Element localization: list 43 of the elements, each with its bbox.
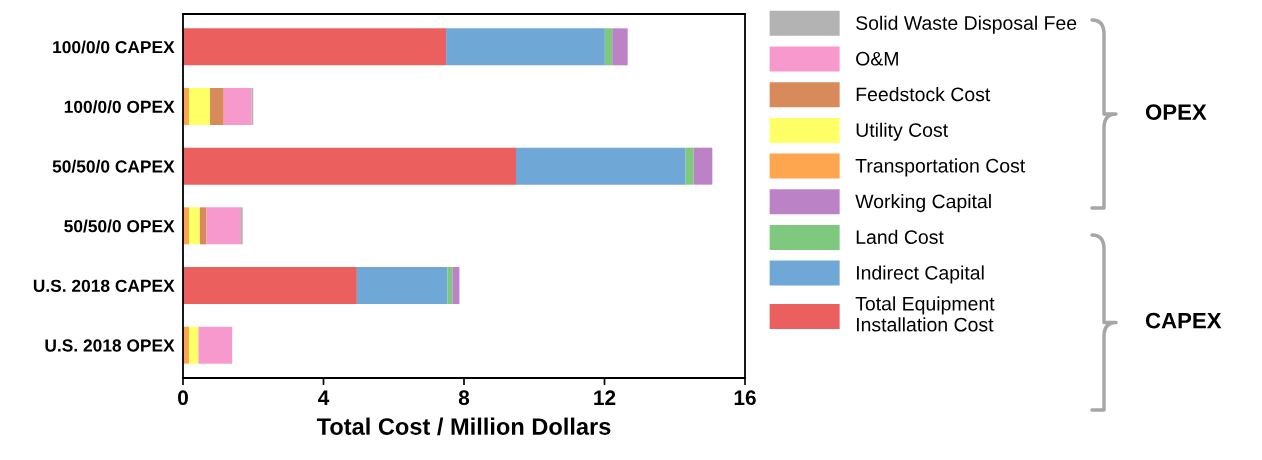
legend-label: Land Cost [856, 229, 944, 244]
x-tick-label: 12 [594, 390, 616, 405]
legend-label: O&M [856, 51, 898, 66]
legend-label: Utility Cost [856, 122, 948, 141]
bar [612, 28, 628, 66]
bar [693, 147, 713, 185]
bar [183, 147, 516, 185]
bar [188, 326, 199, 364]
legend-label: Working Capital [855, 194, 991, 213]
bar [198, 326, 233, 364]
bar [183, 28, 447, 66]
text: CAPEX [1145, 312, 1222, 329]
y-tick-label: 50/50/0 CAPEX [52, 159, 175, 173]
bar [452, 267, 460, 305]
bar [223, 87, 252, 125]
legend-label: Solid Waste Disposal Fee [856, 15, 1077, 34]
bar [685, 147, 694, 185]
x-tick-label: 8 [458, 390, 470, 406]
bar [210, 87, 224, 125]
bar [604, 28, 613, 66]
bar [446, 28, 605, 66]
legend-label: Feedstock Cost [856, 86, 991, 102]
text: OPEX [1145, 104, 1207, 120]
x-tick-label: 16 [734, 390, 756, 406]
bar [356, 267, 448, 305]
y-tick-label: U.S. 2018 CAPEX [33, 279, 175, 292]
x-tick-label: 4 [318, 390, 330, 405]
bar [515, 147, 686, 185]
y-tick-label: 100/0/0 CAPEX [53, 40, 175, 54]
bar [447, 267, 453, 305]
y-tick-label: 100/0/0 OPEX [64, 100, 175, 114]
legend-label: Total Equipment Installation Cost [855, 296, 995, 332]
legend-label: Indirect Capital [856, 265, 984, 284]
bar [183, 267, 357, 305]
legend-label: Transportation Cost [855, 158, 1026, 177]
bar [188, 207, 200, 245]
y-tick-label: U.S. 2018 OPEX [45, 339, 175, 352]
bar [188, 87, 211, 125]
bar [199, 207, 207, 245]
x-axis-title: Total Cost / Million Dollars [316, 417, 611, 436]
y-tick-label: 50/50/0 OPEX [64, 219, 175, 233]
x-tick-label: 0 [178, 390, 188, 406]
bar [206, 207, 241, 245]
